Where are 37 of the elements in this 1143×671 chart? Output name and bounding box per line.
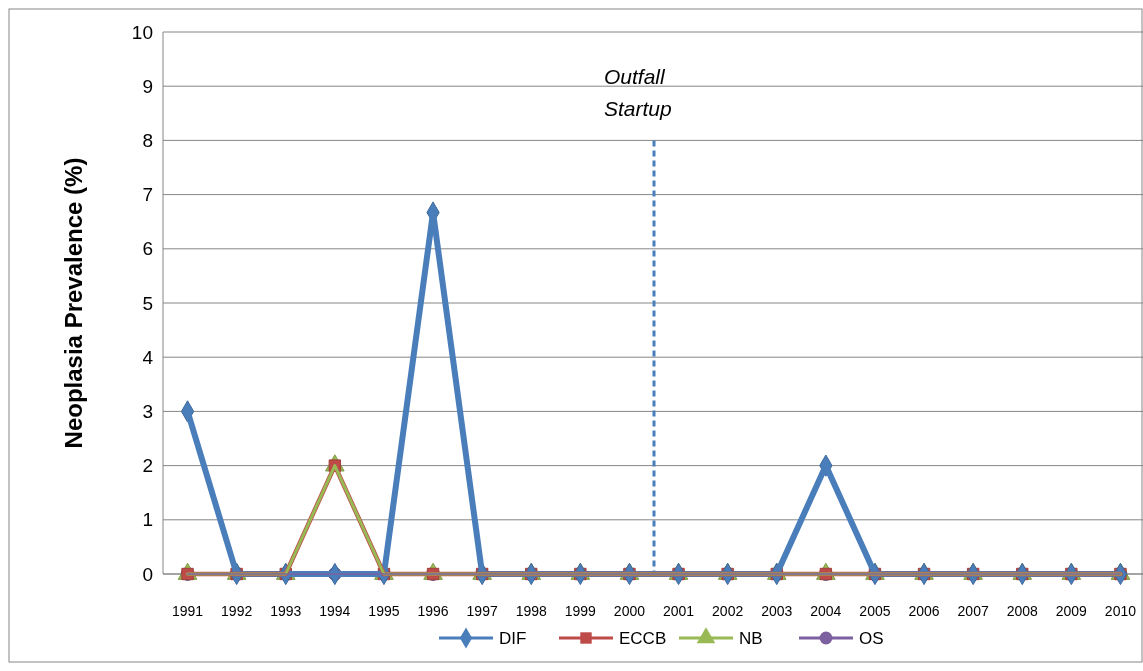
y-tick-label: 10: [131, 21, 153, 43]
y-axis-title: Neoplasia Prevalence (%): [60, 157, 87, 449]
x-tick-label: 1993: [270, 603, 302, 619]
x-tick-label: 2010: [1104, 603, 1137, 619]
y-tick-label: 3: [142, 401, 153, 423]
ref-line-label: Outfall Startup: [604, 65, 672, 120]
x-tick-label: 1999: [564, 603, 597, 619]
x-tick-label: 2008: [1006, 603, 1039, 619]
x-tick-label: 2006: [908, 603, 940, 619]
x-tick-label: 2004: [810, 603, 842, 619]
x-tick-label: 2001: [662, 603, 695, 619]
legend-label: ECCB: [619, 628, 667, 648]
y-tick-label: 7: [142, 184, 153, 206]
x-tick-label: 1998: [515, 603, 548, 619]
y-tick-label: 6: [142, 238, 153, 260]
legend-label: NB: [739, 628, 763, 648]
y-tick-label: 9: [142, 75, 153, 97]
legend-label: DIF: [499, 628, 527, 648]
x-tick-label: 2000: [613, 603, 646, 619]
x-tick-label: 1994: [319, 603, 351, 619]
x-tick-label: 1997: [466, 603, 498, 619]
x-tick-label: 2005: [859, 603, 891, 619]
y-tick-label: 1: [142, 509, 153, 531]
x-tick-label: 2007: [957, 603, 989, 619]
x-tick-label: 2009: [1055, 603, 1088, 619]
x-tick-label: 1991: [171, 603, 204, 619]
y-tick-label: 5: [142, 292, 153, 314]
x-tick-label: 1995: [368, 603, 400, 619]
legend-label: OS: [859, 628, 884, 648]
y-tick-label: 0: [142, 563, 153, 585]
x-tick-label: 2002: [712, 603, 744, 619]
x-tick-label: 1996: [417, 603, 449, 619]
x-tick-label: 2003: [761, 603, 793, 619]
x-tick-label: 1992: [221, 603, 253, 619]
y-tick-label: 2: [142, 455, 153, 477]
y-tick-label: 8: [142, 130, 153, 152]
y-tick-label: 4: [142, 346, 154, 368]
